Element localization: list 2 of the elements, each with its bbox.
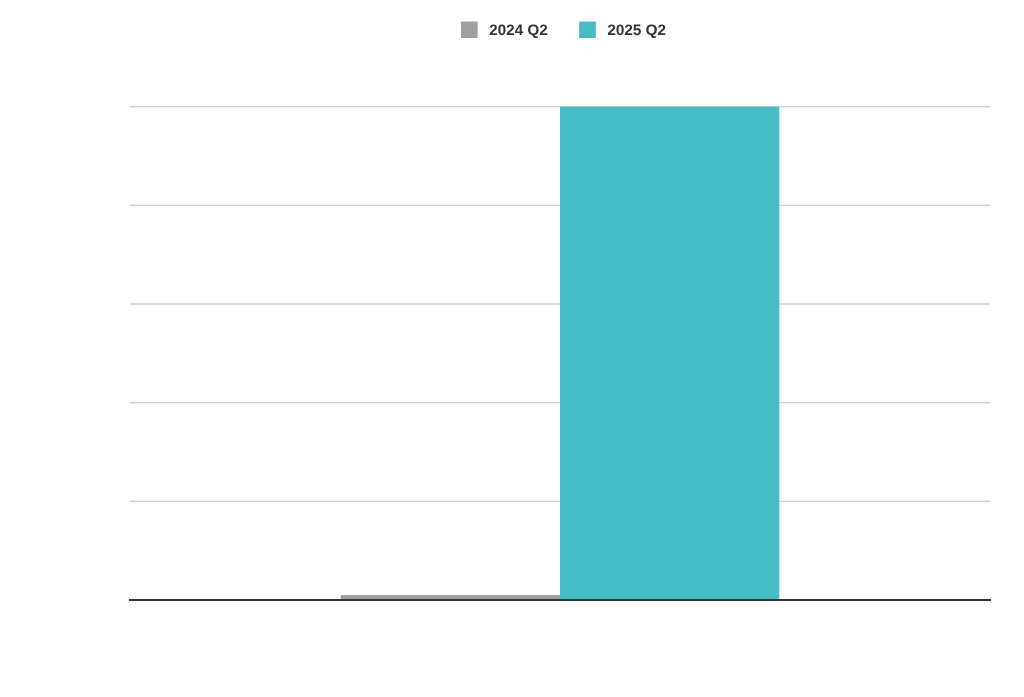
legend-label: 2025 Q2 (607, 24, 666, 39)
legend-label: 2024 Q2 (489, 24, 548, 39)
